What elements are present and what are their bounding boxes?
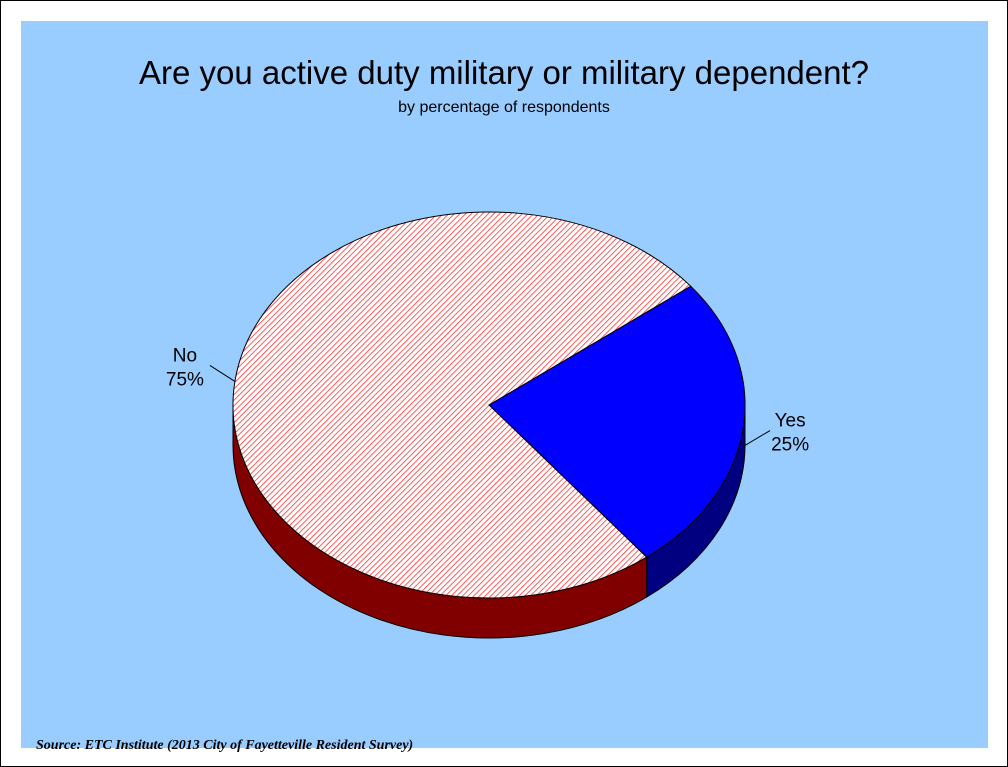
leader-line-yes [742, 430, 771, 447]
chart-title: Are you active duty military or military… [139, 54, 869, 91]
pie-slice-no [232, 211, 692, 599]
slice-label-yes: Yes [775, 411, 806, 432]
source-note: Source: ETC Institute (2013 City of Faye… [36, 738, 414, 753]
chart-subtitle: by percentage of respondents [398, 99, 610, 116]
slice-label-no: No [173, 345, 197, 366]
leader-line-no [209, 365, 236, 382]
pie-slice-yes [488, 285, 746, 558]
slice-value-yes: 25% [771, 435, 809, 456]
slice-value-no: 75% [166, 369, 204, 390]
